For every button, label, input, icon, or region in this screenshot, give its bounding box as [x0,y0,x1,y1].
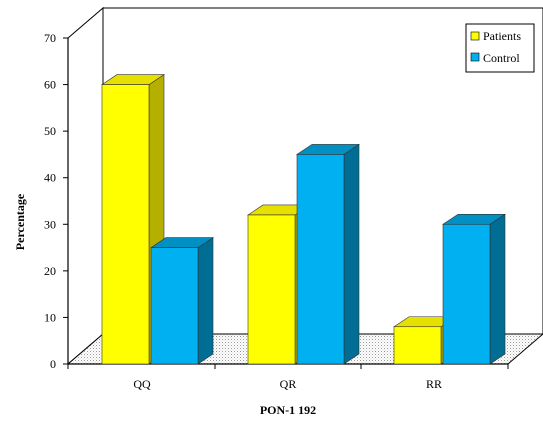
x-tick-label: RR [426,377,442,391]
x-tick-label: QR [280,377,297,391]
y-tick-label: 0 [50,357,56,371]
bar-side-face [197,237,214,365]
bar-front-face [101,84,150,365]
legend: Patients Control [465,23,535,73]
bar-side-face [343,143,360,365]
bar-front-face [442,223,491,365]
y-axis-title: Percentage [13,193,27,250]
y-tick-label: 10 [44,310,56,324]
legend-swatch-patients [470,31,480,41]
legend-swatch-control [470,52,480,62]
y-tick-label: 60 [44,78,56,92]
y-tick-label: 40 [44,171,56,185]
bar-front-face [393,326,442,365]
bar-control-qq [150,237,214,365]
y-tick-label: 30 [44,217,56,231]
y-tick-label: 50 [44,124,56,138]
x-axis-title: PON-1 192 [260,403,316,417]
bar-front-face [247,214,296,365]
bar-control-rr [442,213,506,365]
bar-side-face [489,213,506,365]
bar-front-face [296,154,345,365]
side-wall [67,6,104,366]
x-tick-label: QQ [133,377,151,391]
legend-label-patients: Patients [483,29,521,43]
bar-control-qr [296,143,360,365]
bar-front-face [150,247,199,365]
y-tick-label: 70 [44,31,56,45]
y-tick-label: 20 [44,264,56,278]
legend-label-control: Control [483,51,520,65]
